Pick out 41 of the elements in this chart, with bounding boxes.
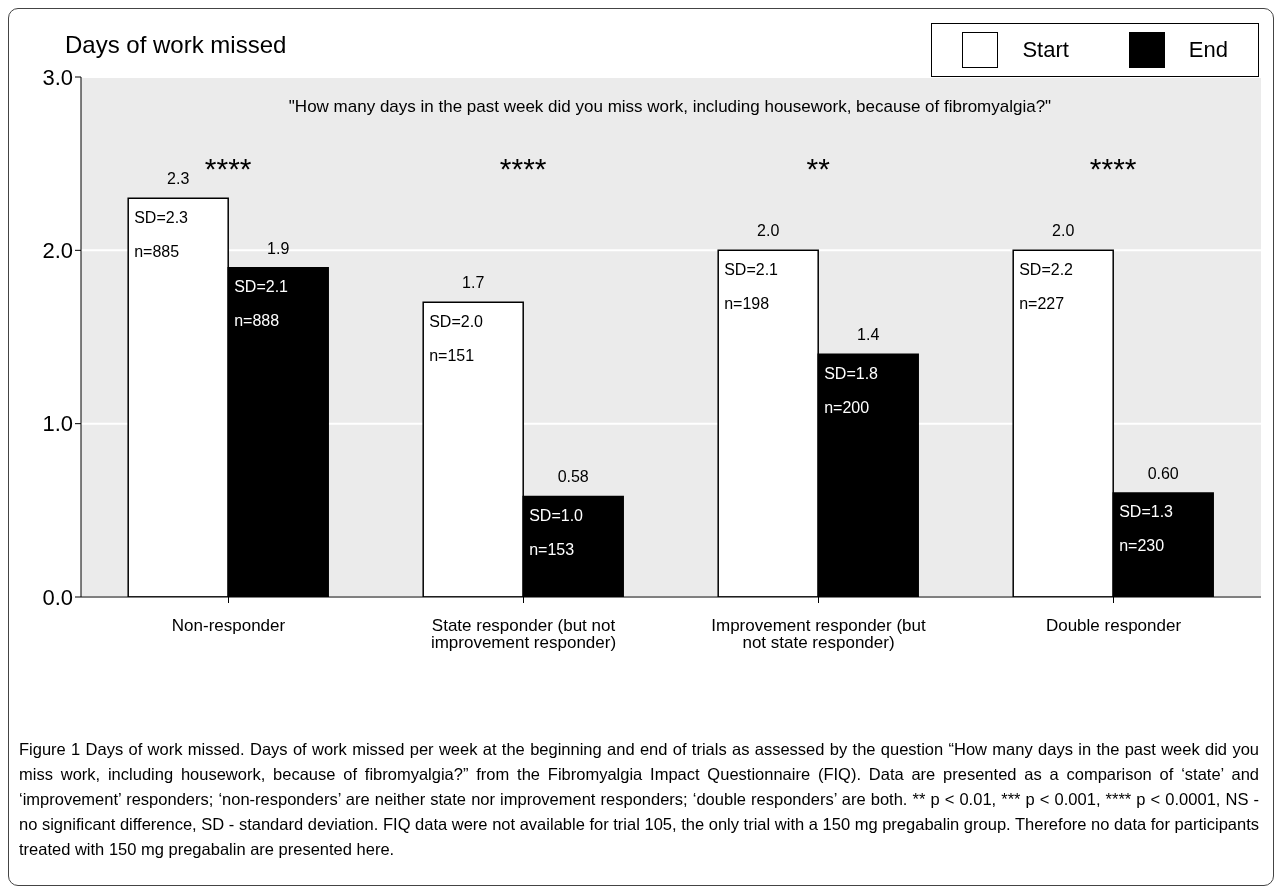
annotation: **** xyxy=(204,151,252,185)
annotation: **** xyxy=(499,151,547,185)
annotation: SD=1.0 xyxy=(529,506,584,524)
annotation: n=885 xyxy=(134,242,180,260)
annotation: n=230 xyxy=(1119,537,1165,555)
data-label: 1.7 xyxy=(462,274,485,292)
data-label: 1.4 xyxy=(857,326,880,344)
y-tick-label: 1.0 xyxy=(42,411,73,437)
annotation: SD=2.1 xyxy=(724,260,779,278)
annotation: SD=2.1 xyxy=(234,277,289,295)
annotation: n=888 xyxy=(234,311,280,329)
annotation: SD=2.0 xyxy=(429,312,484,330)
data-label: 2.3 xyxy=(167,170,190,188)
data-label: 2.0 xyxy=(1052,222,1075,240)
legend-label: Start xyxy=(1022,37,1069,63)
x-tick-label: State responder (but not improvement responder) xyxy=(430,616,617,653)
annotation: ** xyxy=(806,151,831,185)
annotation: SD=1.3 xyxy=(1119,503,1174,521)
x-tick-label: Non-responder xyxy=(171,616,286,636)
chart-title: Days of work missed xyxy=(65,31,287,59)
data-label: 1.9 xyxy=(267,239,290,257)
annotation: n=153 xyxy=(529,540,575,558)
legend-label: End xyxy=(1188,37,1228,63)
annotation: n=151 xyxy=(429,346,475,364)
annotation: "How many days in the past week did you miss work, including housework, because of fibromyalgia?" xyxy=(287,97,1053,117)
annotation: n=227 xyxy=(1019,294,1065,312)
data-label: 0.60 xyxy=(1147,465,1179,482)
annotation: SD=2.2 xyxy=(1019,260,1074,278)
annotation: n=200 xyxy=(824,398,870,416)
y-tick-label: 2.0 xyxy=(42,238,73,264)
data-label: 0.58 xyxy=(557,468,589,486)
x-tick-label: Improvement responder (but not state responder) xyxy=(711,616,927,653)
x-tick-label: Double responder xyxy=(1045,616,1182,636)
caption: Figure 1 Days of work missed. Days of work missed per week at the beginning and end of trials as assessed by the question “How many days in the past week did you miss work, including housework, because of fibromyalgia?” from the Fibromyalgia Impact Questionnaire (FIQ). Data are presented as a comparison of ‘state’ and ‘improvement’ responders; ‘non-responders’ are neither state nor improvement responders; ‘double responders’ are both. ** p < 0.01, *** p < 0.001, **** p < 0.0001, NS - no significant difference, SD - standard deviation. FIQ data were not available for trial 105, the only trial with a 150 mg pregabalin group. Therefore no data for participants treated with 150 mg pregabalin are presented here. xyxy=(19,739,1259,860)
y-tick-label: 3.0 xyxy=(42,64,73,90)
data-label: 2.0 xyxy=(757,222,780,240)
y-tick-label: 0.0 xyxy=(42,584,73,610)
annotation: SD=2.3 xyxy=(134,208,189,226)
annotation: **** xyxy=(1089,151,1137,185)
annotation: n=198 xyxy=(724,294,770,312)
annotation: SD=1.8 xyxy=(824,364,879,382)
